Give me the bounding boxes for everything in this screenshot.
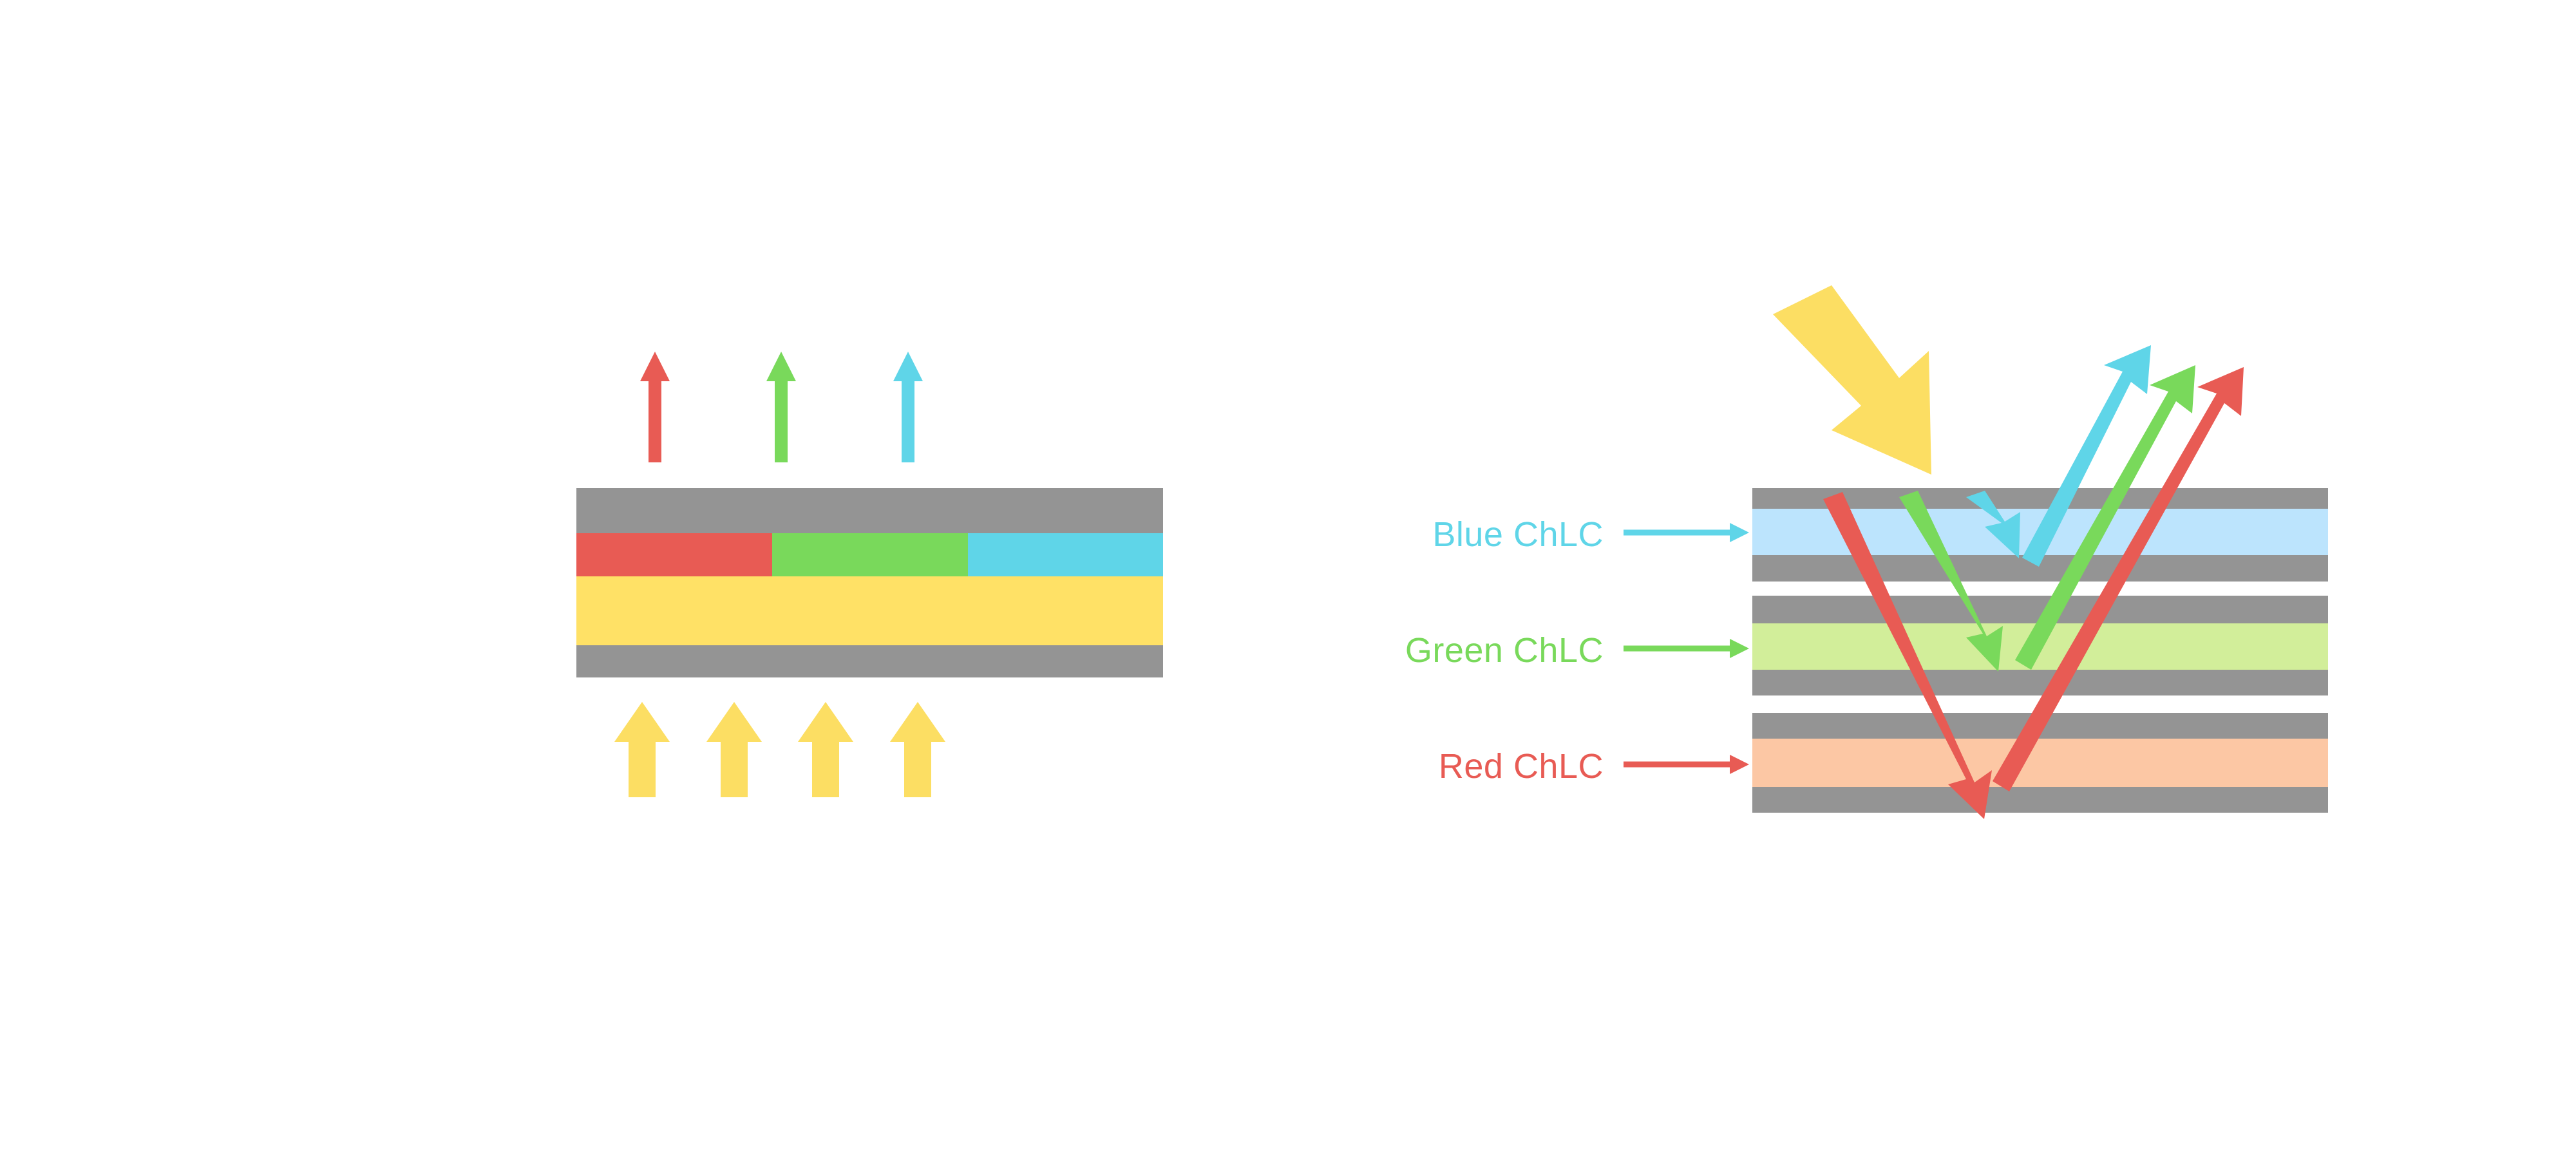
- red-cell-bottom-electrode: [1752, 787, 2328, 813]
- red-ray-path: [1823, 367, 2244, 819]
- red-out-arrow-icon: [640, 352, 670, 462]
- green-ray-incoming-arrow-icon: [1899, 491, 2003, 672]
- backlight-arrow-2-icon: [706, 702, 762, 797]
- blue-ray-outgoing-arrow-icon: [2022, 345, 2151, 567]
- left-bottom-electrode: [576, 645, 1163, 677]
- red-label-leader-arrow-icon: [1624, 755, 1749, 774]
- green-chlc-label: Green ChLC: [1405, 631, 1604, 670]
- red-chlc-layer: [1752, 739, 2328, 787]
- left-output-arrows: [640, 352, 923, 462]
- blue-out-arrow-icon: [893, 352, 923, 462]
- backlight-arrow-3-icon: [798, 702, 853, 797]
- blue-label-leader-arrow-icon: [1624, 523, 1749, 542]
- blue-chlc-label: Blue ChLC: [1432, 515, 1604, 554]
- green-label-leader-arrow-icon: [1624, 639, 1749, 658]
- green-ray-outgoing-arrow-icon: [2015, 365, 2195, 670]
- right-label-leaders: [1624, 523, 1749, 774]
- ambient-light-arrow-icon: [1773, 285, 1931, 475]
- left-backlight-arrows: [614, 702, 945, 797]
- right-panel-group: Blue ChLC Green ChLC Red ChLC: [1405, 285, 2328, 819]
- backlight-arrow-1-icon: [614, 702, 670, 797]
- red-chlc-label: Red ChLC: [1439, 747, 1604, 786]
- green-cell-bottom-electrode: [1752, 670, 2328, 695]
- left-red-filter-segment: [576, 533, 772, 576]
- blue-ray-path: [1966, 345, 2151, 567]
- left-layer-stack: [576, 488, 1163, 677]
- left-backlight-layer: [576, 576, 1163, 645]
- red-ray-incoming-arrow-icon: [1823, 492, 1992, 819]
- backlight-arrow-4-icon: [890, 702, 945, 797]
- red-ray-outgoing-arrow-icon: [1993, 367, 2244, 791]
- left-blue-filter-segment: [968, 533, 1163, 576]
- green-ray-path: [1899, 365, 2195, 672]
- blue-ray-incoming-arrow-icon: [1966, 491, 2020, 558]
- green-out-arrow-icon: [766, 352, 796, 462]
- left-green-filter-segment: [772, 533, 968, 576]
- left-top-electrode: [576, 488, 1163, 533]
- left-panel-group: [576, 352, 1163, 797]
